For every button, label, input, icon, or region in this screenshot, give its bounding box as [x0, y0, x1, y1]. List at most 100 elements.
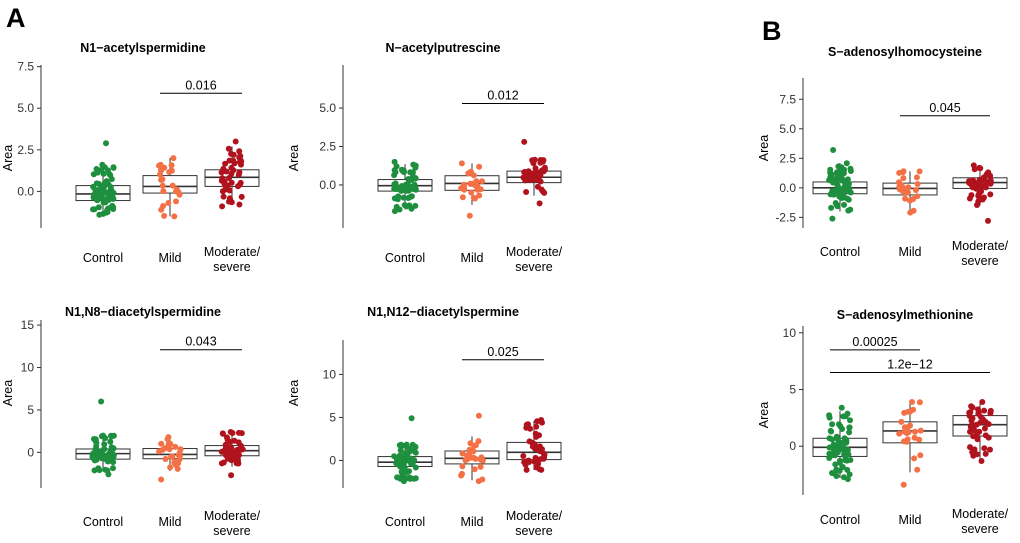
box-group-mild [142, 155, 198, 220]
y-tick-label: 0.0 [779, 181, 796, 195]
x-category-label: Mild [461, 515, 484, 529]
data-point [108, 204, 115, 211]
data-point [476, 192, 483, 199]
data-point [402, 181, 409, 188]
data-point [394, 461, 401, 468]
data-point [218, 460, 225, 467]
box-group-mild [142, 434, 198, 483]
data-point [532, 174, 539, 181]
data-point [844, 410, 851, 417]
plot-title: N1,N12−diacetylspermine [367, 305, 519, 319]
data-point [914, 466, 921, 473]
y-axis-label: Area [1, 145, 15, 171]
data-point [394, 474, 401, 481]
box-group-moderate-severe [952, 399, 1008, 464]
data-point [235, 429, 242, 436]
data-point [916, 399, 923, 406]
data-point [225, 145, 232, 152]
data-point [523, 424, 530, 431]
box-group-moderate-severe [204, 429, 260, 479]
data-point [985, 421, 992, 428]
y-tick-label: 5 [789, 383, 796, 397]
data-point [901, 424, 908, 431]
data-point [971, 166, 978, 173]
box-group-control [812, 147, 868, 222]
y-tick-label: 10 [21, 361, 35, 375]
plot-title: N−acetylputrescine [386, 41, 501, 55]
y-axis-label: Area [1, 380, 15, 406]
data-point [844, 195, 851, 202]
data-point [233, 447, 240, 454]
data-point [902, 195, 909, 202]
x-category-label: Control [385, 251, 425, 265]
data-point [458, 160, 465, 167]
data-point [526, 438, 533, 445]
plot-panel-6: S−adenosylmethionine Area 0 5 10 0.00025 1.2e−… [757, 308, 1009, 536]
x-category-label: Moderate/severe [506, 245, 563, 274]
data-point [173, 198, 179, 205]
data-point [842, 457, 849, 464]
data-point [397, 447, 404, 454]
box-group-mild [882, 168, 938, 216]
data-point [110, 459, 117, 466]
data-point [406, 468, 412, 475]
data-point [978, 458, 985, 464]
data-point [847, 457, 854, 463]
data-point [841, 440, 848, 447]
data-point [538, 466, 545, 473]
x-category-label: Mild [159, 515, 182, 529]
data-point [477, 463, 484, 470]
data-point [470, 448, 477, 455]
data-point [165, 200, 172, 206]
data-point [105, 458, 111, 465]
data-point [412, 175, 419, 182]
data-point [916, 168, 923, 175]
box-group-mild [882, 399, 938, 488]
x-category-label: Control [385, 515, 425, 529]
y-axis-label: Area [757, 402, 771, 428]
data-point [829, 215, 836, 222]
data-point [826, 435, 833, 442]
data-point [231, 160, 238, 167]
data-point [969, 449, 976, 456]
data-point [408, 460, 415, 467]
data-point [832, 461, 839, 468]
box-group-moderate-severe [952, 162, 1008, 224]
data-point [223, 434, 230, 441]
x-category-label: Moderate/severe [952, 239, 1009, 268]
data-point [400, 461, 407, 468]
data-point [842, 179, 849, 186]
data-point [903, 438, 910, 445]
data-point [92, 446, 99, 453]
data-point [162, 445, 168, 452]
data-point [827, 191, 834, 198]
data-point [232, 138, 239, 145]
data-point [912, 187, 919, 193]
panel-letter-b: B [762, 16, 782, 46]
data-point [975, 198, 982, 205]
data-point [107, 448, 114, 455]
data-point [900, 481, 907, 488]
p-value-label: 0.016 [185, 78, 216, 92]
p-value-label: 0.00025 [852, 335, 897, 349]
data-point [899, 184, 906, 190]
data-point [981, 194, 987, 201]
data-point [398, 166, 405, 173]
data-point [226, 175, 233, 181]
x-category-label: Mild [899, 513, 922, 527]
data-point [534, 418, 541, 425]
data-point [219, 430, 226, 437]
data-point [220, 193, 227, 200]
data-point [833, 433, 840, 440]
data-point [94, 169, 101, 176]
data-point [108, 176, 115, 183]
data-point [237, 153, 244, 159]
data-point [537, 172, 544, 179]
data-point [521, 138, 528, 145]
data-point [160, 188, 167, 195]
data-point [157, 161, 164, 168]
data-point [839, 464, 846, 470]
data-point [479, 178, 485, 185]
data-point [827, 169, 834, 176]
